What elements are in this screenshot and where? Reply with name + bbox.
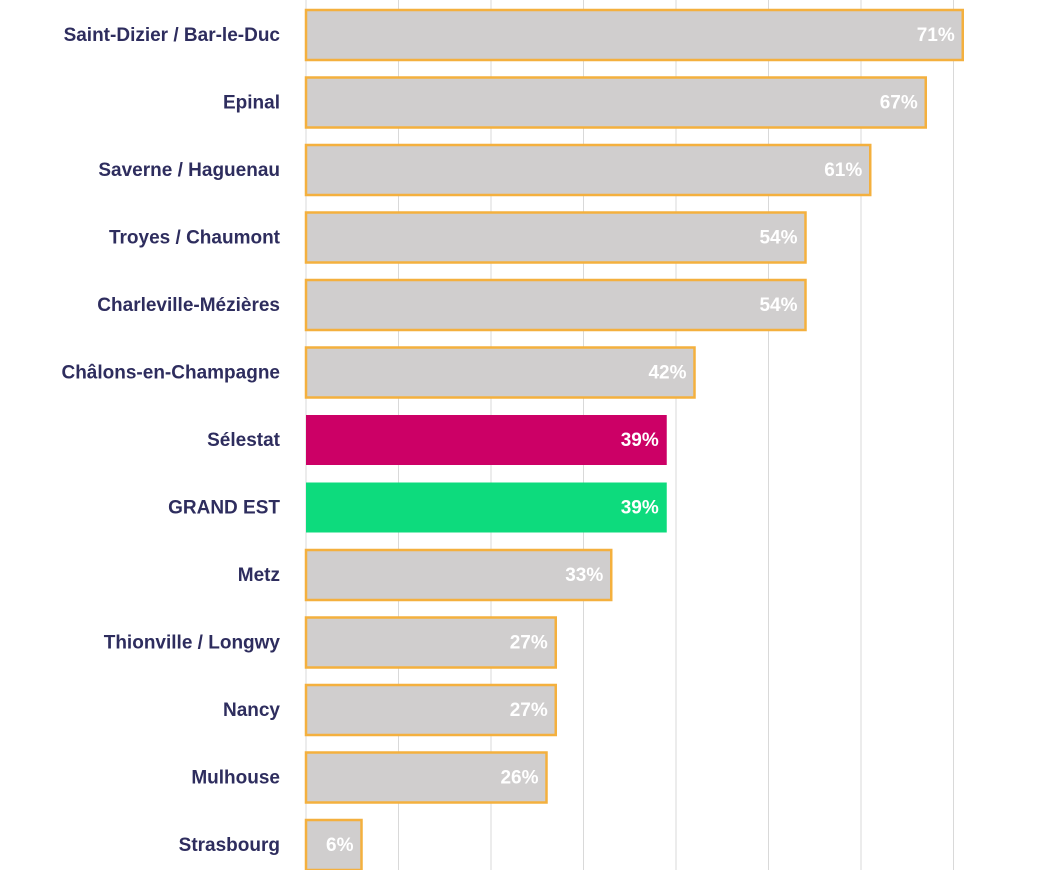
y-tick-label: Metz [238, 565, 280, 586]
value-label: 26% [500, 768, 538, 789]
y-tick-label: Charleville-Mézières [97, 295, 280, 316]
value-label: 27% [510, 633, 548, 654]
value-label: 54% [759, 228, 797, 249]
value-label: 71% [917, 25, 955, 46]
bar [306, 415, 667, 465]
y-tick-label: Epinal [223, 93, 280, 114]
bar [306, 482, 667, 533]
y-tick-label: Troyes / Chaumont [109, 228, 281, 249]
bar [304, 548, 613, 602]
y-tick-label: Strasbourg [179, 835, 280, 856]
value-label: 61% [824, 160, 862, 181]
value-label: 67% [880, 93, 918, 114]
value-label: 54% [759, 295, 797, 316]
bar [304, 143, 872, 197]
value-label: 42% [648, 363, 686, 384]
bar [304, 346, 696, 399]
y-tick-label: Sélestat [207, 430, 281, 451]
y-tick-label: Nancy [223, 700, 280, 721]
value-label: 33% [565, 565, 603, 586]
value-label: 39% [621, 498, 659, 519]
value-label: 39% [621, 430, 659, 451]
y-tick-label: Thionville / Longwy [104, 633, 281, 654]
bar [304, 616, 557, 669]
bar [304, 278, 807, 332]
bar [304, 8, 964, 62]
value-label: 27% [510, 700, 548, 721]
bar [304, 76, 927, 129]
value-label: 6% [326, 835, 354, 856]
bar [304, 683, 557, 737]
y-tick-label: Saint-Dizier / Bar-le-Duc [64, 25, 281, 46]
y-tick-label: Saverne / Haguenau [98, 160, 280, 181]
y-tick-label: Mulhouse [191, 768, 280, 789]
bar [304, 751, 548, 804]
bar [304, 211, 807, 264]
y-tick-label: GRAND EST [168, 498, 280, 519]
y-tick-label: Châlons-en-Champagne [61, 363, 280, 384]
